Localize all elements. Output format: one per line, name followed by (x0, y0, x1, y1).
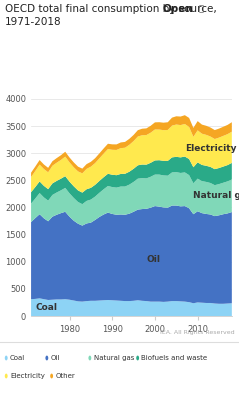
Text: Coal: Coal (35, 303, 57, 312)
Y-axis label: Mtoe: Mtoe (0, 191, 2, 213)
Text: Oil: Oil (51, 355, 60, 361)
Text: Oil: Oil (147, 254, 160, 264)
Text: OECD total final consumption by source,
1971-2018: OECD total final consumption by source, … (5, 4, 217, 27)
Text: IEA. All Rights Reserved: IEA. All Rights Reserved (160, 330, 234, 335)
Text: Coal: Coal (10, 355, 25, 361)
Text: Electricity: Electricity (10, 373, 45, 379)
Text: Biofuels and waste: Biofuels and waste (141, 355, 208, 361)
Text: ⤢: ⤢ (198, 4, 203, 13)
Text: Electricity: Electricity (185, 144, 236, 153)
Text: Open: Open (163, 4, 193, 14)
Text: Other: Other (55, 373, 75, 379)
Text: Natural gas: Natural gas (94, 355, 134, 361)
Text: Natural gas: Natural gas (193, 191, 239, 200)
